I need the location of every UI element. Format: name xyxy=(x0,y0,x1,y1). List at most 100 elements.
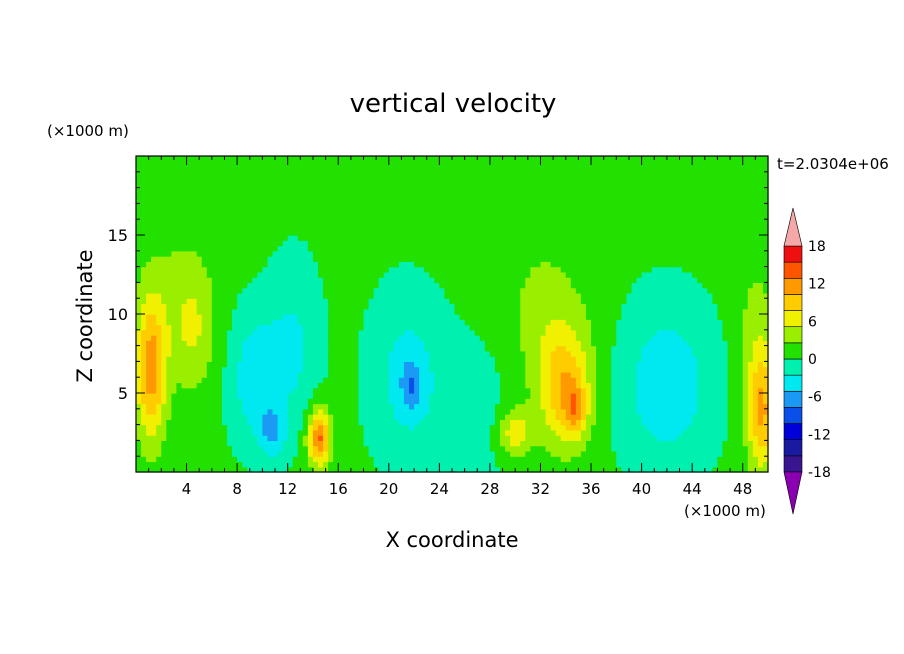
contour-cell xyxy=(277,456,284,463)
contour-cell xyxy=(323,398,329,405)
contour-cell xyxy=(388,424,395,431)
contour-cell xyxy=(181,424,188,431)
contour-cell xyxy=(272,424,279,431)
contour-cell xyxy=(267,229,274,236)
contour-cell xyxy=(257,382,263,389)
contour-cell xyxy=(161,198,167,204)
contour-cell xyxy=(247,298,253,305)
contour-cell xyxy=(257,340,263,347)
contour-cell xyxy=(474,356,481,362)
contour-cell xyxy=(267,329,274,336)
contour-cell xyxy=(338,445,344,452)
contour-cell xyxy=(232,329,238,336)
contour-cell xyxy=(454,287,461,294)
contour-cell xyxy=(312,282,319,289)
contour-cell xyxy=(520,329,526,336)
contour-cell xyxy=(181,187,188,194)
contour-cell xyxy=(277,414,284,420)
contour-cell xyxy=(181,329,188,336)
contour-cell xyxy=(373,366,380,373)
contour-cell xyxy=(500,450,506,457)
contour-cell xyxy=(252,261,258,268)
contour-cell xyxy=(196,403,203,410)
contour-cell xyxy=(525,240,531,247)
contour-cell xyxy=(368,287,375,294)
contour-cell xyxy=(363,224,370,231)
contour-cell xyxy=(520,171,526,178)
contour-cell xyxy=(247,414,253,420)
contour-cell xyxy=(353,282,360,289)
contour-cell xyxy=(282,308,289,315)
contour-cell xyxy=(500,261,506,268)
contour-cell xyxy=(181,177,188,183)
contour-cell xyxy=(136,208,142,215)
contour-cell xyxy=(403,398,410,405)
contour-cell xyxy=(318,366,324,373)
contour-cell xyxy=(166,235,172,241)
contour-cell xyxy=(439,166,446,173)
contour-cell xyxy=(479,403,486,410)
contour-cell xyxy=(419,182,425,189)
contour-cell xyxy=(338,250,344,257)
contour-cell xyxy=(500,408,506,415)
contour-cell xyxy=(252,377,258,384)
contour-cell xyxy=(338,177,344,183)
contour-cell xyxy=(338,240,344,247)
contour-cell xyxy=(373,419,380,426)
contour-cell xyxy=(181,250,188,257)
contour-cell xyxy=(328,219,334,226)
contour-cell xyxy=(161,429,167,436)
contour-cell xyxy=(419,303,425,310)
contour-cell xyxy=(540,356,547,362)
contour-cell xyxy=(474,450,481,457)
contour-cell xyxy=(459,208,466,215)
contour-cell xyxy=(479,456,486,463)
contour-cell xyxy=(166,266,172,273)
contour-cell xyxy=(469,461,476,468)
contour-cell xyxy=(186,198,193,204)
contour-cell xyxy=(469,377,476,384)
contour-cell xyxy=(393,424,400,431)
contour-cell xyxy=(494,345,501,352)
contour-cell xyxy=(201,166,208,173)
contour-cell xyxy=(136,366,142,373)
contour-cell xyxy=(227,366,233,373)
contour-cell xyxy=(343,366,349,373)
contour-cell xyxy=(237,177,243,183)
contour-cell xyxy=(388,382,395,389)
contour-cell xyxy=(151,298,157,305)
contour-cell xyxy=(141,166,147,173)
contour-cell xyxy=(414,156,420,162)
contour-cell xyxy=(171,382,178,389)
contour-cell xyxy=(398,192,405,199)
contour-cell xyxy=(201,319,208,326)
contour-cell xyxy=(338,271,344,278)
contour-cell xyxy=(474,308,481,315)
contour-cell xyxy=(161,192,167,199)
contour-cell xyxy=(383,245,390,252)
contour-cell xyxy=(206,361,213,368)
contour-cell xyxy=(393,335,400,341)
contour-cell xyxy=(540,445,547,452)
contour-cell xyxy=(232,266,238,273)
contour-cell xyxy=(464,387,471,394)
contour-cell xyxy=(510,314,516,320)
contour-cell xyxy=(525,229,531,236)
contour-cell xyxy=(520,266,526,273)
contour-cell xyxy=(500,292,506,299)
contour-cell xyxy=(414,229,420,236)
contour-cell xyxy=(525,235,531,241)
contour-cell xyxy=(434,314,440,320)
contour-cell xyxy=(146,393,152,399)
contour-cell xyxy=(525,282,531,289)
contour-cell xyxy=(444,266,451,273)
contour-cell xyxy=(525,203,531,210)
contour-cell xyxy=(444,166,451,173)
contour-cell xyxy=(464,435,471,441)
contour-cell xyxy=(535,177,542,183)
contour-cell xyxy=(474,440,481,447)
contour-cell xyxy=(388,161,395,168)
contour-cell xyxy=(282,456,289,463)
contour-cell xyxy=(206,213,213,220)
contour-cell xyxy=(479,345,486,352)
